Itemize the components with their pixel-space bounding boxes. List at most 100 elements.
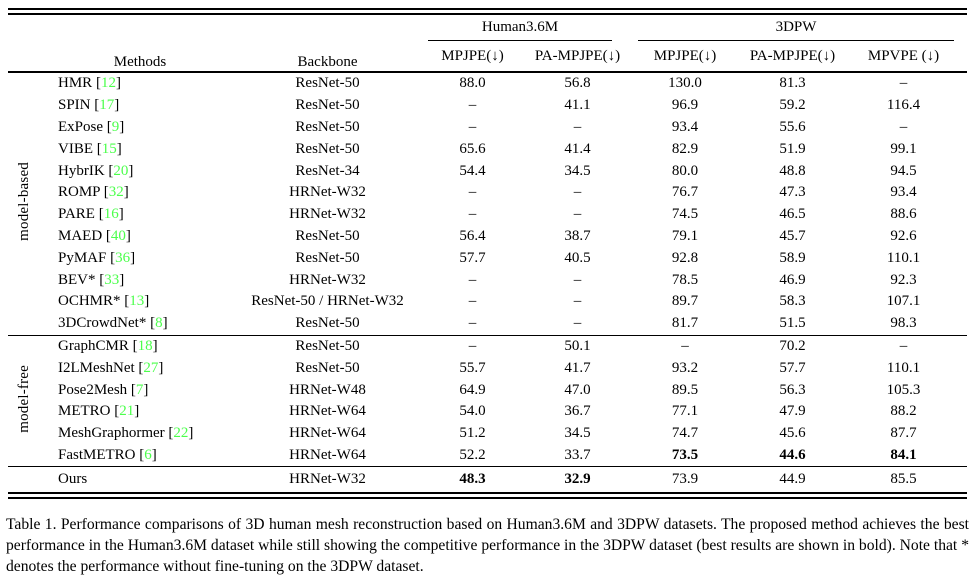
- citation-link[interactable]: 33: [104, 271, 120, 288]
- method-cell: VIBE [15]: [40, 138, 240, 160]
- value-cell: 76.7: [671, 184, 699, 201]
- citation-link[interactable]: 7: [135, 381, 144, 398]
- method-name: Ours: [58, 471, 88, 488]
- citation: [15]: [93, 140, 122, 157]
- value-cell: 92.3: [890, 271, 917, 288]
- backbone-cell: HRNet-W32: [240, 466, 415, 493]
- backbone-cell: ResNet-34: [295, 162, 360, 179]
- method-cell: 3DCrowdNet* [8]: [40, 313, 240, 335]
- citation: [17]: [90, 97, 120, 114]
- table-row: MAED [40] ResNet-50 56.4 38.7 79.1 45.7 …: [8, 226, 967, 248]
- group-label-column-header: [8, 15, 40, 73]
- citation-link[interactable]: 21: [119, 403, 135, 420]
- method-name: ROMP: [58, 184, 100, 201]
- citation-link[interactable]: 36: [115, 249, 131, 266]
- value-cell: 55.7: [459, 359, 486, 376]
- citation-link[interactable]: 27: [143, 359, 159, 376]
- value-cell: 48.8: [779, 162, 806, 179]
- table-bottom-rule: [8, 492, 967, 500]
- citation-link[interactable]: 12: [100, 75, 116, 92]
- value-cell: –: [468, 315, 477, 332]
- method-cell: PyMAF [36]: [40, 247, 240, 269]
- value-cell: 96.9: [671, 97, 699, 114]
- value-cell: 94.5: [890, 162, 917, 179]
- method-cell: Ours: [40, 466, 240, 493]
- method-name: OCHMR*: [58, 293, 121, 310]
- value-cell: 73.5: [671, 446, 699, 463]
- citation-link[interactable]: 13: [129, 293, 145, 310]
- value-cell: 93.4: [890, 184, 917, 201]
- value-cell: 84.1: [890, 446, 917, 463]
- value-cell: 107.1: [886, 293, 921, 310]
- value-cell: –: [415, 334, 530, 358]
- value-cell: –: [573, 206, 582, 223]
- method-name: ExPose: [58, 118, 103, 135]
- value-cell: 73.9: [625, 466, 745, 493]
- value-cell: 40.5: [564, 249, 591, 266]
- value-cell: 65.6: [459, 140, 486, 157]
- method-name: GraphCMR: [58, 337, 129, 354]
- value-cell: 89.5: [671, 381, 699, 398]
- value-cell: 93.2: [671, 359, 699, 376]
- table-row: METRO [21] HRNet-W64 54.0 36.7 77.1 47.9…: [8, 401, 967, 423]
- citation-link[interactable]: 40: [110, 227, 126, 244]
- value-cell: 56.3: [779, 381, 806, 398]
- citation-link[interactable]: 15: [101, 140, 117, 157]
- value-cell: 79.1: [671, 227, 699, 244]
- value-cell: 51.2: [459, 425, 486, 442]
- citation: [33]: [95, 271, 125, 288]
- value-cell: 110.1: [886, 359, 921, 376]
- value-cell: 41.1: [564, 97, 591, 114]
- col-header-3dpw-pa-mpjpe: PA-MPJPE(↓): [745, 41, 840, 73]
- citation: [32]: [99, 184, 129, 201]
- table-row: SPIN [17] ResNet-50 – 41.1 96.9 59.2 116…: [8, 95, 967, 117]
- citation-link[interactable]: 9: [111, 118, 120, 135]
- value-cell: 88.2: [890, 403, 917, 420]
- table-row: I2LMeshNet [27] ResNet-50 55.7 41.7 93.2…: [8, 357, 967, 379]
- value-cell: 64.9: [459, 381, 486, 398]
- citation-link[interactable]: 6: [144, 446, 152, 463]
- value-cell: 34.5: [564, 425, 591, 442]
- value-cell: 130.0: [668, 75, 702, 92]
- method-name: I2LMeshNet: [58, 359, 135, 376]
- col-header-h36m-pa-mpjpe: PA-MPJPE(↓): [530, 41, 625, 73]
- value-cell: –: [468, 184, 477, 201]
- value-cell: 34.5: [564, 162, 591, 179]
- citation-link[interactable]: 8: [155, 315, 163, 332]
- value-cell: 54.4: [459, 162, 486, 179]
- value-cell: 52.2: [459, 446, 486, 463]
- citation: [18]: [128, 337, 158, 354]
- method-cell: HybrIK [20]: [40, 160, 240, 182]
- value-cell: 51.5: [779, 315, 806, 332]
- citation-link[interactable]: 17: [99, 97, 115, 114]
- table-row: OCHMR* [13] ResNet-50 / HRNet-W32 – – 89…: [8, 291, 967, 313]
- table-top-rule: [8, 8, 967, 15]
- citation-link[interactable]: 32: [108, 184, 124, 201]
- value-cell: 56.4: [459, 227, 486, 244]
- value-cell: 45.7: [779, 227, 806, 244]
- value-cell: 70.2: [745, 334, 840, 358]
- method-cell: MAED [40]: [40, 226, 240, 248]
- table-row: PARE [16] HRNet-W32 – – 74.5 46.5 88.6: [8, 204, 967, 226]
- backbone-cell: ResNet-50: [295, 118, 360, 135]
- backbone-cell: HRNet-W48: [289, 381, 366, 398]
- value-cell: –: [573, 271, 582, 288]
- citation-link[interactable]: 20: [113, 162, 129, 179]
- value-cell: 81.3: [779, 75, 806, 92]
- value-cell: 33.7: [564, 446, 591, 463]
- value-cell: 85.5: [840, 466, 967, 493]
- dataset-header-human36m: Human3.6M: [415, 15, 625, 41]
- method-cell: ROMP [32]: [40, 182, 240, 204]
- citation-link[interactable]: 16: [103, 206, 119, 223]
- method-cell: FastMETRO [6]: [40, 445, 240, 467]
- citation-link[interactable]: 22: [173, 425, 189, 442]
- citation-link[interactable]: 18: [137, 337, 153, 354]
- method-name: PyMAF: [58, 249, 107, 266]
- table-row: 3DCrowdNet* [8] ResNet-50 – – 81.7 51.5 …: [8, 313, 967, 335]
- value-cell: 48.3: [415, 466, 530, 493]
- method-cell: PARE [16]: [40, 204, 240, 226]
- method-cell: HMR [12]: [40, 72, 240, 95]
- backbone-cell: ResNet-50: [240, 334, 415, 358]
- value-cell: –: [573, 118, 582, 135]
- group-label: model-free: [8, 334, 40, 467]
